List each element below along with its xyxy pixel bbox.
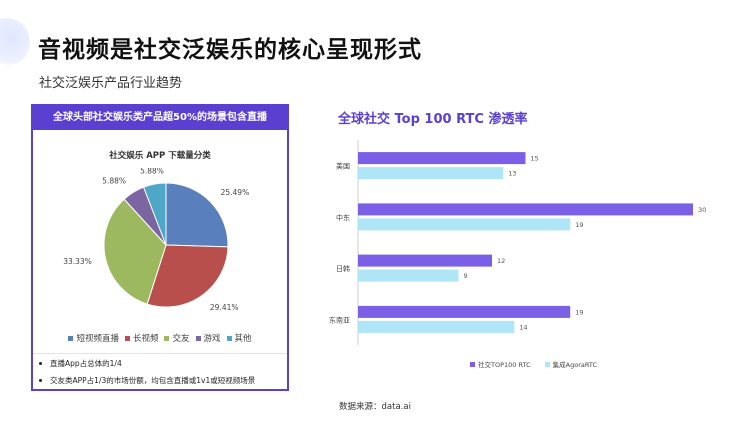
pie-data-label: 29.41% xyxy=(210,303,239,312)
legend-item: 长视频 xyxy=(124,332,159,344)
legend-swatch xyxy=(164,335,170,341)
corner-decoration xyxy=(0,18,30,66)
pie-chart-card: 全球头部社交娱乐类产品超50%的场景包含直播 社交娱乐 APP 下载量分类 25… xyxy=(31,104,289,391)
bar-value-label: 30 xyxy=(698,206,706,214)
pie-data-label: 5.88% xyxy=(102,176,126,185)
bar-chart-title: 全球社交 Top 100 RTC 渗透率 xyxy=(338,112,528,127)
bar-value-label: 19 xyxy=(575,221,583,229)
page-title: 音视频是社交泛娱乐的核心呈现形式 xyxy=(38,37,422,63)
legend-item: 短视频直播 xyxy=(68,332,119,344)
legend-swatch xyxy=(544,361,550,367)
bar-value-label: 9 xyxy=(464,272,468,280)
pie-slice-4 xyxy=(142,182,167,246)
bullet-dot xyxy=(39,379,42,382)
page-subtitle: 社交泛娱乐产品行业趋势 xyxy=(39,76,183,91)
legend-label: 交友 xyxy=(172,334,190,344)
legend-label: 游戏 xyxy=(203,334,221,344)
pie-legend: 短视频直播 长视频 交友 游戏 其他 xyxy=(33,332,287,344)
legend-item: 社交TOP100 RTC xyxy=(470,359,531,369)
pie-data-label: 5.88% xyxy=(140,168,164,175)
bar-top100 xyxy=(358,254,492,267)
pie-data-label: 25.49% xyxy=(221,188,250,197)
pie-chart: 25.49% 29.41% 33.33% 5.88% 5.88% xyxy=(63,168,250,312)
bar-agora xyxy=(358,320,515,333)
category-label: 中东 xyxy=(336,213,350,222)
pie-chart-title: 社交娱乐 APP 下载量分类 xyxy=(109,151,211,161)
bar-agora xyxy=(358,167,504,180)
legend-item: 其他 xyxy=(226,332,252,344)
legend-swatch xyxy=(470,361,475,367)
bar-legend: 社交TOP100 RTC 集成AgoraRTC xyxy=(470,359,597,369)
bullet-dot xyxy=(39,362,42,365)
legend-label: 集成AgoraRTC xyxy=(552,361,598,369)
legend-label: 短视频直播 xyxy=(76,334,119,344)
bar-value-label: 14 xyxy=(519,323,527,331)
legend-item: 交友 xyxy=(164,332,190,344)
bar-agora xyxy=(358,218,571,231)
category-label: 日韩 xyxy=(336,264,350,273)
bar-value-label: 12 xyxy=(497,257,505,265)
bullet-item: 直播App占总体的1/4 xyxy=(39,358,255,369)
legend-label: 长视频 xyxy=(132,334,159,344)
data-source: 数据来源：data.ai xyxy=(339,402,411,412)
legend-swatch xyxy=(68,335,74,341)
legend-swatch xyxy=(226,335,232,341)
pie-slice-0 xyxy=(165,182,229,248)
legend-label: 社交TOP100 RTC xyxy=(478,361,531,369)
legend-item: 集成AgoraRTC xyxy=(544,359,598,369)
card-divider xyxy=(33,353,287,354)
legend-swatch xyxy=(124,335,130,341)
category-label: 美国 xyxy=(336,162,350,171)
card-header: 全球头部社交娱乐类产品超50%的场景包含直播 xyxy=(33,106,287,130)
bullet-text: 交友类APP占1/3的市场份额，均包含直播或1v1或短视频场景 xyxy=(50,376,256,385)
bullet-text: 直播App占总体的1/4 xyxy=(50,359,122,368)
bar-value-label: 13 xyxy=(508,170,516,178)
bar-value-label: 19 xyxy=(575,308,583,316)
legend-item: 游戏 xyxy=(195,332,221,344)
legend-swatch xyxy=(195,335,201,341)
pie-slice-1 xyxy=(146,244,229,308)
bar-agora xyxy=(358,269,459,282)
bar-value-label: 15 xyxy=(531,155,539,163)
bar-top100 xyxy=(358,305,571,318)
bar-top100 xyxy=(358,152,526,165)
category-label: 东南亚 xyxy=(329,315,350,324)
bullet-item: 交友类APP占1/3的市场份额，均包含直播或1v1或短视频场景 xyxy=(39,375,255,386)
bar-top100 xyxy=(358,203,693,216)
bar-chart: 美国 15 13 中东 30 19 日韩 12 9 东南亚 19 14 xyxy=(329,140,706,345)
bullet-list: 直播App占总体的1/4 交友类APP占1/3的市场份额，均包含直播或1v1或短… xyxy=(39,358,255,392)
pie-slice-2 xyxy=(103,198,167,305)
legend-label: 其他 xyxy=(234,334,252,344)
pie-data-label: 33.33% xyxy=(63,257,92,266)
